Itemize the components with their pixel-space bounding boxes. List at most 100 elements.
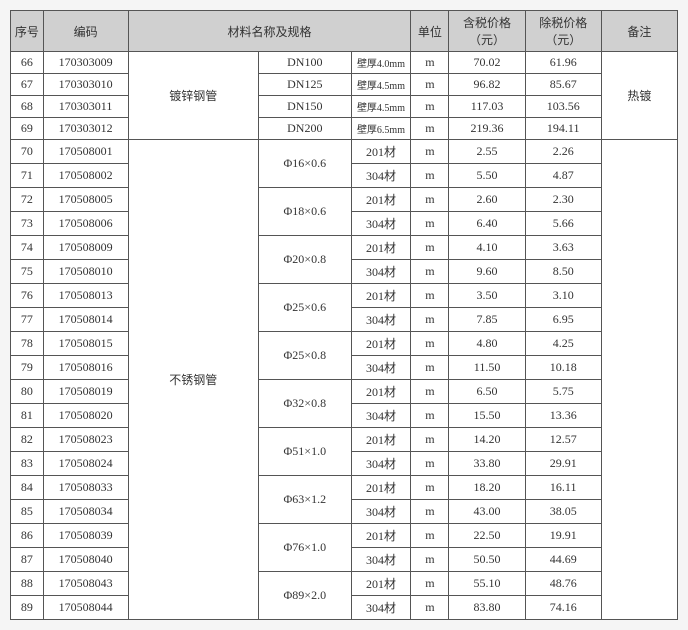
cell-pnotax: 44.69	[525, 548, 601, 572]
cell-seq: 70	[11, 140, 44, 164]
cell-seq: 88	[11, 572, 44, 596]
cell-code: 170508034	[43, 500, 128, 524]
table-row: 78170508015Φ25×0.8201材m4.804.25	[11, 332, 678, 356]
cell-mat: 304材	[351, 308, 411, 332]
cell-code: 170508023	[43, 428, 128, 452]
header-name: 材料名称及规格	[128, 11, 411, 52]
cell-ptax: 18.20	[449, 476, 525, 500]
cell-unit: m	[411, 428, 449, 452]
cell-pnotax: 3.10	[525, 284, 601, 308]
cell-pnotax: 74.16	[525, 596, 601, 620]
cell-pnotax: 13.36	[525, 404, 601, 428]
header-pnotax: 除税价格（元）	[525, 11, 601, 52]
cell-code: 170303009	[43, 52, 128, 74]
table-row: 84170508033Φ63×1.2201材m18.2016.11	[11, 476, 678, 500]
cell-spec: DN150	[259, 96, 351, 118]
cell-pnotax: 61.96	[525, 52, 601, 74]
cell-spec: Φ20×0.8	[259, 236, 351, 284]
cell-code: 170508033	[43, 476, 128, 500]
cell-code: 170508043	[43, 572, 128, 596]
cell-mat: 304材	[351, 596, 411, 620]
cell-unit: m	[411, 572, 449, 596]
cell-unit: m	[411, 140, 449, 164]
cell-ptax: 15.50	[449, 404, 525, 428]
cell-ptax: 9.60	[449, 260, 525, 284]
cell-unit: m	[411, 188, 449, 212]
cell-spec: Φ76×1.0	[259, 524, 351, 572]
cell-code: 170508024	[43, 452, 128, 476]
cell-thick: 壁厚4.0mm	[351, 52, 411, 74]
cell-pnotax: 19.91	[525, 524, 601, 548]
cell-ptax: 14.20	[449, 428, 525, 452]
cell-ptax: 55.10	[449, 572, 525, 596]
table-row: 70170508001不锈钢管Φ16×0.6201材m2.552.26	[11, 140, 678, 164]
cell-pnotax: 2.30	[525, 188, 601, 212]
cell-code: 170508013	[43, 284, 128, 308]
cell-seq: 84	[11, 476, 44, 500]
cell-seq: 67	[11, 74, 44, 96]
cell-code: 170508020	[43, 404, 128, 428]
cell-unit: m	[411, 476, 449, 500]
cell-code: 170303012	[43, 118, 128, 140]
cell-spec: Φ25×0.6	[259, 284, 351, 332]
cell-ptax: 33.80	[449, 452, 525, 476]
cell-ptax: 50.50	[449, 548, 525, 572]
cell-seq: 82	[11, 428, 44, 452]
cell-ptax: 7.85	[449, 308, 525, 332]
cell-unit: m	[411, 74, 449, 96]
cell-code: 170508010	[43, 260, 128, 284]
cell-thick: 壁厚4.5mm	[351, 74, 411, 96]
cell-seq: 69	[11, 118, 44, 140]
cell-pnotax: 8.50	[525, 260, 601, 284]
cell-pnotax: 4.87	[525, 164, 601, 188]
cell-ptax: 70.02	[449, 52, 525, 74]
cell-unit: m	[411, 96, 449, 118]
table-row: 88170508043Φ89×2.0201材m55.1048.76	[11, 572, 678, 596]
cell-seq: 85	[11, 500, 44, 524]
cell-seq: 86	[11, 524, 44, 548]
cell-mat: 304材	[351, 404, 411, 428]
cell-unit: m	[411, 404, 449, 428]
table-row: 74170508009Φ20×0.8201材m4.103.63	[11, 236, 678, 260]
cell-seq: 66	[11, 52, 44, 74]
cell-spec: Φ16×0.6	[259, 140, 351, 188]
cell-unit: m	[411, 524, 449, 548]
cell-pnotax: 10.18	[525, 356, 601, 380]
materials-table: 序号 编码 材料名称及规格 单位 含税价格（元） 除税价格（元） 备注 6617…	[10, 10, 678, 620]
cell-material: 镀锌钢管	[128, 52, 259, 140]
cell-ptax: 11.50	[449, 356, 525, 380]
cell-code: 170508039	[43, 524, 128, 548]
table-row: 68170303011DN150壁厚4.5mmm117.03103.56	[11, 96, 678, 118]
cell-mat: 304材	[351, 356, 411, 380]
cell-seq: 81	[11, 404, 44, 428]
cell-ptax: 219.36	[449, 118, 525, 140]
cell-mat: 304材	[351, 260, 411, 284]
cell-unit: m	[411, 356, 449, 380]
cell-unit: m	[411, 380, 449, 404]
cell-pnotax: 16.11	[525, 476, 601, 500]
cell-mat: 304材	[351, 212, 411, 236]
cell-pnotax: 194.11	[525, 118, 601, 140]
cell-code: 170508009	[43, 236, 128, 260]
cell-seq: 76	[11, 284, 44, 308]
cell-pnotax: 12.57	[525, 428, 601, 452]
header-remark: 备注	[601, 11, 677, 52]
cell-spec: Φ89×2.0	[259, 572, 351, 620]
header-unit: 单位	[411, 11, 449, 52]
cell-spec: DN100	[259, 52, 351, 74]
cell-seq: 78	[11, 332, 44, 356]
cell-pnotax: 103.56	[525, 96, 601, 118]
cell-remark: 热镀	[601, 52, 677, 140]
cell-unit: m	[411, 500, 449, 524]
cell-code: 170508014	[43, 308, 128, 332]
cell-seq: 87	[11, 548, 44, 572]
header-code: 编码	[43, 11, 128, 52]
cell-unit: m	[411, 164, 449, 188]
cell-spec: DN200	[259, 118, 351, 140]
cell-seq: 80	[11, 380, 44, 404]
cell-seq: 83	[11, 452, 44, 476]
cell-spec: Φ51×1.0	[259, 428, 351, 476]
cell-mat: 201材	[351, 188, 411, 212]
header-seq: 序号	[11, 11, 44, 52]
header-row: 序号 编码 材料名称及规格 单位 含税价格（元） 除税价格（元） 备注	[11, 11, 678, 52]
